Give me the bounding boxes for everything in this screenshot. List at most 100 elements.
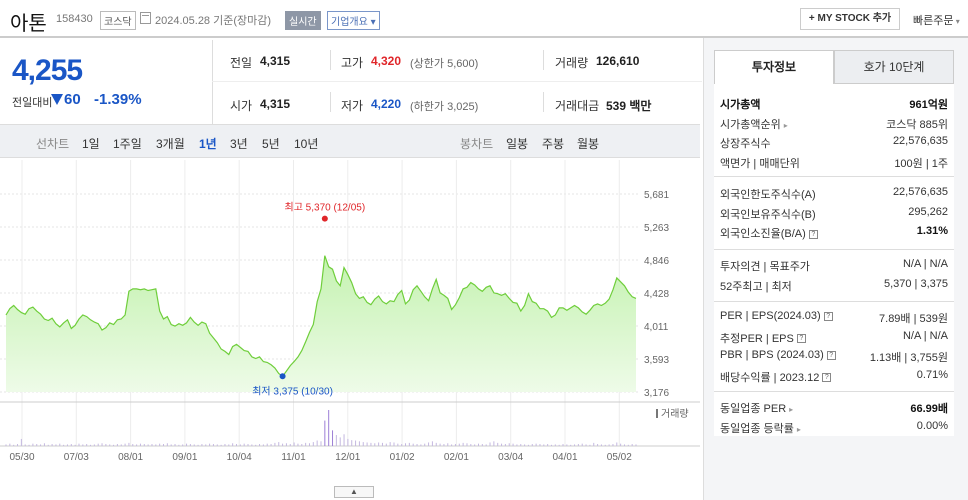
info-row-value: 코스닥 885위 <box>886 118 948 131</box>
volume-bar <box>428 442 430 446</box>
help-icon[interactable]: ? <box>808 229 818 239</box>
help-icon[interactable]: ? <box>823 311 833 321</box>
info-row: 외국인보유주식수(B) 295,262 <box>720 204 948 222</box>
info-row-label: 외국인보유주식수(B) <box>720 208 816 221</box>
volume-bar <box>251 444 253 446</box>
volume-bar <box>262 444 264 446</box>
add-my-stock-button[interactable]: + MY STOCK 추가 <box>800 8 900 30</box>
volume-legend: 거래량 <box>661 408 689 420</box>
quick-order-link[interactable]: 빠른주문 ▾ <box>913 12 960 28</box>
tab-investment-info[interactable]: 투자정보 <box>714 50 834 84</box>
help-icon[interactable]: ? <box>826 350 836 360</box>
volume-bar <box>205 444 207 446</box>
period-3m[interactable]: 3개월 <box>156 137 185 151</box>
candle-monthly[interactable]: 월봉 <box>577 137 600 151</box>
arrow-right-icon[interactable]: ▸ <box>783 120 788 130</box>
volume-bar <box>24 444 26 446</box>
info-row: 배당수익률 | 2023.12? 0.71% <box>720 367 948 385</box>
y-axis: 5,681 5,263 4,846 4,428 4,011 3,593 3,176 <box>644 190 669 399</box>
volume-bar <box>59 443 61 446</box>
volume-bar <box>239 444 241 446</box>
period-1y[interactable]: 1년 <box>199 137 217 151</box>
volume-bar <box>5 444 7 446</box>
period-5y[interactable]: 5년 <box>262 137 280 151</box>
volume-bar <box>93 444 95 446</box>
volume-bar <box>32 443 34 446</box>
down-triangle-icon <box>51 94 63 105</box>
volume-bar <box>166 443 168 446</box>
volume-bar <box>328 410 330 446</box>
quick-order-label: 빠른주문 <box>913 15 954 27</box>
info-row-value: 1.31% <box>916 225 948 237</box>
calendar-icon <box>140 12 151 24</box>
volume-bar <box>128 442 130 446</box>
tab-orderbook[interactable]: 호가 10단계 <box>834 50 954 84</box>
low-marker <box>279 373 286 380</box>
x-tick-label: 04/01 <box>552 452 577 463</box>
volume-bar <box>351 440 353 446</box>
info-row-label: 동일업종 등락률 <box>720 422 794 435</box>
volume-bar <box>147 444 149 446</box>
volume-bar <box>20 438 22 446</box>
info-row: 액면가 | 매매단위 100원 | 1주 <box>720 153 948 171</box>
volume-bar <box>504 444 506 446</box>
volume-bar <box>105 444 107 446</box>
volume-bar <box>285 443 287 446</box>
info-row-label: 투자의견 | 목표주가 <box>720 261 810 273</box>
price-chart[interactable]: 5,681 5,263 4,846 4,428 4,011 3,593 3,176 05/3… <box>0 160 700 486</box>
volume-bar <box>443 444 445 446</box>
volume-bar <box>43 443 45 446</box>
company-overview-button[interactable]: 기업개요 ▾ <box>327 11 380 30</box>
candle-daily[interactable]: 일봉 <box>506 137 529 151</box>
divider <box>212 40 213 124</box>
volume-bar <box>439 443 441 446</box>
period-1w[interactable]: 1주일 <box>113 137 142 151</box>
period-3y[interactable]: 3년 <box>230 137 248 151</box>
volume-bar <box>289 444 291 446</box>
volume-bar <box>389 442 391 446</box>
volume-bar <box>343 434 345 446</box>
volume-bar <box>347 438 349 446</box>
volume-bar <box>335 435 337 446</box>
volume-bar <box>312 442 314 446</box>
volume-bar <box>562 444 564 446</box>
period-1d[interactable]: 1일 <box>82 137 100 151</box>
divider <box>543 50 544 70</box>
info-row: 외국인소진율(B/A)? 1.31% <box>720 223 948 241</box>
volume-bar <box>224 444 226 446</box>
volume-bar <box>201 444 203 446</box>
candle-weekly[interactable]: 주봉 <box>542 137 565 151</box>
volume-bar <box>581 443 583 446</box>
x-tick-label: 10/04 <box>227 452 252 463</box>
volume-bar <box>451 444 453 446</box>
info-body <box>714 84 954 436</box>
chart-expand-button[interactable]: ▲ <box>334 486 374 498</box>
volume-bar <box>55 444 57 446</box>
volume-bar <box>608 444 610 446</box>
arrow-right-icon[interactable]: ▸ <box>796 424 801 434</box>
help-icon[interactable]: ? <box>796 334 806 344</box>
info-row: PER | EPS(2024.03)? 7.89배 | 539원 <box>720 308 948 326</box>
y-tick-label: 4,846 <box>644 256 669 267</box>
volume-bar <box>485 444 487 446</box>
price-line <box>5 255 637 378</box>
volume-bar <box>132 444 134 446</box>
volume-bar <box>370 442 372 446</box>
volume-bar <box>243 443 245 446</box>
volume-bar <box>17 444 19 446</box>
volume-legend-swatch <box>656 409 658 418</box>
arrow-right-icon[interactable]: ▸ <box>789 405 794 414</box>
line-chart-label: 선차트 <box>36 137 70 151</box>
x-tick-label: 12/01 <box>335 452 360 463</box>
divider <box>212 81 702 82</box>
volume-bar <box>9 443 11 446</box>
volume-bar <box>535 443 537 446</box>
y-tick-label: 5,263 <box>644 223 669 234</box>
upper-limit: (상한가 5,600) <box>410 58 479 70</box>
info-row-label-wrap: 동일업종 등락률 ▸ <box>720 420 801 436</box>
help-icon[interactable]: ? <box>822 373 832 383</box>
chevron-down-icon: ▾ <box>953 17 960 26</box>
volume-bar <box>408 442 410 446</box>
period-10y[interactable]: 10년 <box>294 137 319 151</box>
volume-bar <box>97 443 99 446</box>
